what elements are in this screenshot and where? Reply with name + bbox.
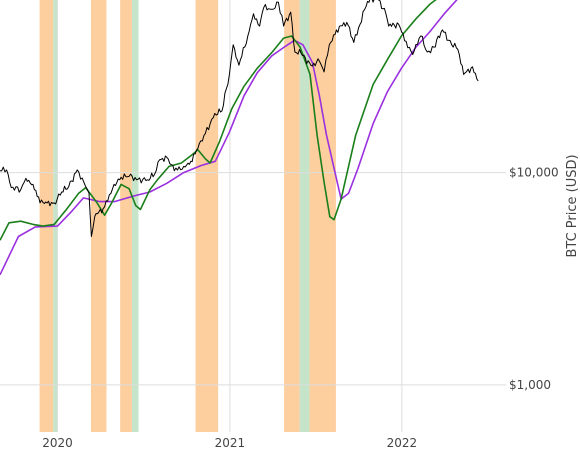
y-tick-label-0: $1,000: [509, 378, 551, 392]
y-axis-ticks: $1,000 $10,000: [509, 166, 559, 392]
x-axis-ticks: 2020 2021 2022: [42, 436, 417, 450]
highlight-bands: [39, 0, 336, 432]
x-tick-label-0: 2020: [42, 436, 73, 450]
band-orange-5: [195, 0, 219, 432]
band-green-7: [299, 0, 310, 432]
band-orange-2: [90, 0, 107, 432]
band-green-1: [53, 0, 58, 432]
band-orange-0: [39, 0, 54, 432]
y-axis-title: BTC Price (USD): [565, 154, 580, 257]
band-green-4: [131, 0, 139, 432]
x-tick-label-1: 2021: [215, 436, 246, 450]
band-orange-3: [120, 0, 132, 432]
series-slow-ma: [0, 0, 458, 276]
band-orange-6: [284, 0, 300, 432]
series-fast-ma: [0, 0, 437, 241]
y-tick-label-1: $10,000: [509, 166, 559, 180]
series-price: [0, 0, 479, 237]
series-lines: [0, 0, 479, 276]
gridlines: [0, 0, 506, 432]
x-tick-label-2: 2022: [387, 436, 418, 450]
